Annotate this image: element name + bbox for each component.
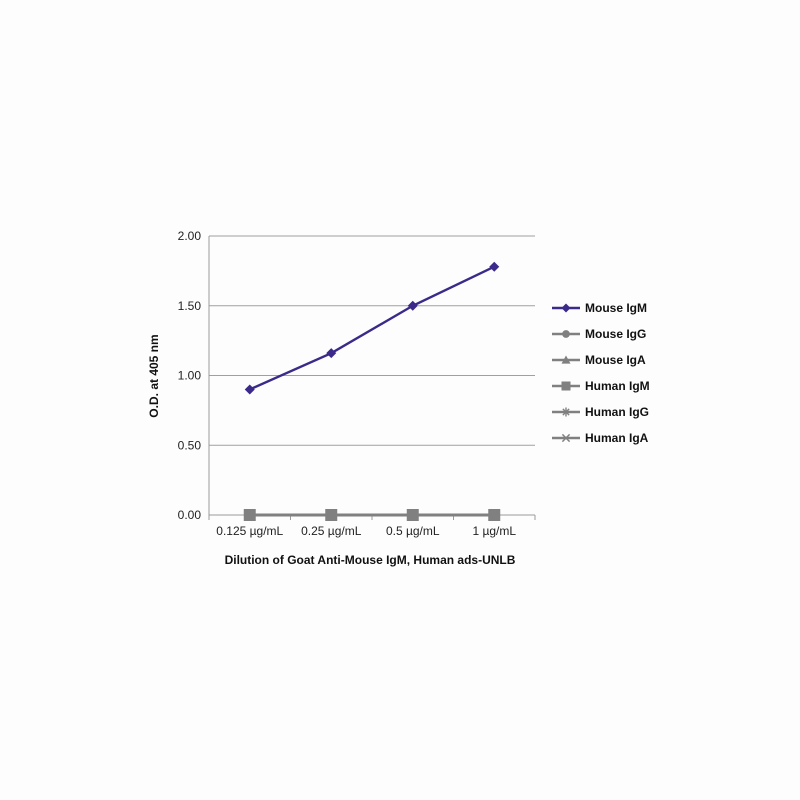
legend-item-mouse-iga: Mouse IgA	[552, 353, 646, 367]
x-tick-label: 0.5 µg/mL	[386, 524, 440, 538]
legend-marker-mouse-igm	[561, 303, 571, 313]
series-line-mouse-igm	[249, 265, 495, 391]
data-point-human-iga	[245, 510, 255, 520]
data-point-human-iga-stroke	[245, 510, 255, 520]
y-axis-title: O.D. at 405 nm	[147, 334, 161, 417]
series-group	[243, 261, 501, 521]
legend-marker-mouse-iga	[561, 355, 571, 364]
legend-item-human-iga: Human IgA	[552, 431, 649, 445]
data-point-mouse-igm	[407, 300, 418, 311]
axes: 0.00 0.50 1.00 1.50 2.00 0.125 µg/mL 0.25 µg/m…	[178, 229, 536, 538]
y-tick-label: 0.00	[178, 508, 202, 522]
legend-label-mouse-igg: Mouse IgG	[585, 327, 646, 341]
data-point-human-iga	[408, 510, 418, 520]
legend-label-human-igg: Human IgG	[585, 405, 649, 419]
legend-marker-human-igg-stroke	[562, 408, 570, 416]
data-point-mouse-igm	[489, 261, 500, 272]
data-point-mouse-igm	[244, 384, 255, 395]
x-axis-title: Dilution of Goat Anti-Mouse IgM, Human a…	[225, 553, 516, 567]
y-tick-label: 1.50	[178, 299, 202, 313]
legend-label-human-igm: Human IgM	[585, 379, 650, 393]
legend-label-mouse-igm: Mouse IgM	[585, 301, 647, 315]
legend-item-mouse-igg: Mouse IgG	[552, 327, 646, 341]
x-tick-label: 0.125 µg/mL	[216, 524, 283, 538]
data-point-human-iga-stroke	[326, 510, 336, 520]
legend-marker-human-igm	[561, 381, 571, 391]
legend-label-human-iga: Human IgA	[585, 431, 649, 445]
series-mouse-igm	[244, 261, 500, 395]
data-point-human-iga-stroke	[489, 510, 499, 520]
legend: Mouse IgM Mouse IgG Mouse IgA Human IgM Huma…	[552, 301, 650, 445]
data-point-human-iga	[326, 510, 336, 520]
y-tick-label: 1.00	[178, 369, 202, 383]
legend-marker-human-igg	[561, 407, 571, 417]
data-point-human-iga-stroke	[408, 510, 418, 520]
series-human-iga	[245, 510, 499, 520]
legend-label-mouse-iga: Mouse IgA	[585, 353, 646, 367]
gridlines	[209, 235, 535, 446]
legend-item-mouse-igm: Mouse IgM	[552, 301, 647, 315]
legend-marker-human-iga-stroke	[561, 433, 571, 443]
y-tick-label: 2.00	[178, 229, 202, 243]
data-point-human-iga	[489, 510, 499, 520]
x-tick-label: 0.25 µg/mL	[301, 524, 362, 538]
data-point-mouse-igm	[326, 348, 337, 359]
legend-item-human-igg: Human IgG	[552, 405, 649, 419]
legend-item-human-igm: Human IgM	[552, 379, 650, 393]
x-tick-label: 1 µg/mL	[472, 524, 516, 538]
y-tick-label: 0.50	[178, 438, 202, 452]
legend-marker-human-iga	[561, 433, 571, 443]
legend-marker-mouse-igg	[562, 330, 570, 338]
